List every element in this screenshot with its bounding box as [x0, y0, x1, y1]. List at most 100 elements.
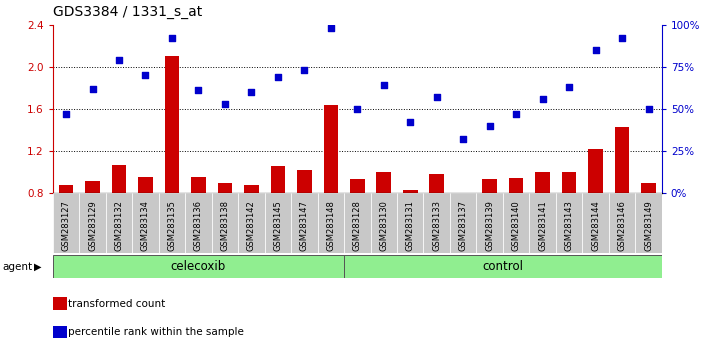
- Bar: [138, 177, 153, 193]
- Text: GSM283149: GSM283149: [644, 200, 653, 251]
- Text: GSM283140: GSM283140: [512, 200, 521, 251]
- Point: [140, 73, 151, 78]
- Text: GSM283130: GSM283130: [379, 200, 389, 251]
- Text: GSM283141: GSM283141: [538, 200, 547, 251]
- Bar: [324, 105, 338, 193]
- Text: GSM283147: GSM283147: [300, 200, 309, 251]
- Point: [458, 136, 469, 142]
- Text: GSM283129: GSM283129: [88, 200, 97, 251]
- Point: [219, 101, 230, 107]
- Bar: [589, 149, 603, 193]
- Text: GSM283142: GSM283142: [247, 200, 256, 251]
- Point: [351, 106, 363, 112]
- Bar: [477, 193, 503, 253]
- Text: GSM283148: GSM283148: [326, 200, 335, 251]
- Point: [193, 87, 204, 93]
- Bar: [509, 178, 523, 193]
- Text: ▶: ▶: [34, 262, 42, 272]
- Point: [617, 35, 628, 41]
- Bar: [270, 166, 285, 193]
- Bar: [158, 193, 185, 253]
- Bar: [53, 326, 68, 338]
- Text: GSM283137: GSM283137: [459, 200, 467, 251]
- Text: GSM283139: GSM283139: [485, 200, 494, 251]
- Text: GSM283135: GSM283135: [168, 200, 177, 251]
- Bar: [85, 181, 100, 193]
- Bar: [397, 193, 424, 253]
- Bar: [318, 193, 344, 253]
- Point: [590, 47, 601, 53]
- Bar: [350, 179, 365, 193]
- Bar: [424, 193, 450, 253]
- Bar: [53, 255, 344, 278]
- Text: GSM283144: GSM283144: [591, 200, 600, 251]
- Bar: [106, 193, 132, 253]
- Bar: [377, 172, 391, 193]
- Bar: [291, 193, 318, 253]
- Bar: [641, 183, 656, 193]
- Bar: [191, 177, 206, 193]
- Point: [405, 120, 416, 125]
- Text: celecoxib: celecoxib: [171, 260, 226, 273]
- Text: control: control: [482, 260, 523, 273]
- Point: [166, 35, 177, 41]
- Text: GSM283127: GSM283127: [61, 200, 70, 251]
- Point: [378, 82, 389, 88]
- Bar: [529, 193, 556, 253]
- Bar: [450, 193, 477, 253]
- Text: GSM283146: GSM283146: [617, 200, 627, 251]
- Bar: [615, 127, 629, 193]
- Bar: [429, 174, 444, 193]
- Bar: [132, 193, 158, 253]
- Point: [325, 25, 337, 31]
- Text: GDS3384 / 1331_s_at: GDS3384 / 1331_s_at: [53, 5, 202, 19]
- Bar: [185, 193, 212, 253]
- Bar: [344, 255, 662, 278]
- Bar: [344, 193, 370, 253]
- Text: GSM283138: GSM283138: [220, 200, 230, 251]
- Text: transformed count: transformed count: [68, 299, 165, 309]
- Point: [298, 67, 310, 73]
- Text: agent: agent: [2, 262, 32, 272]
- Bar: [562, 172, 577, 193]
- Bar: [265, 193, 291, 253]
- Point: [563, 84, 574, 90]
- Point: [643, 106, 654, 112]
- Bar: [609, 193, 635, 253]
- Bar: [635, 193, 662, 253]
- Bar: [370, 193, 397, 253]
- Bar: [244, 184, 258, 193]
- Bar: [556, 193, 582, 253]
- Point: [61, 111, 72, 117]
- Bar: [582, 193, 609, 253]
- Bar: [218, 183, 232, 193]
- Bar: [53, 297, 68, 310]
- Bar: [58, 184, 73, 193]
- Bar: [212, 193, 238, 253]
- Bar: [482, 179, 497, 193]
- Point: [113, 57, 125, 63]
- Point: [246, 89, 257, 95]
- Text: GSM283132: GSM283132: [115, 200, 123, 251]
- Bar: [80, 193, 106, 253]
- Bar: [535, 172, 550, 193]
- Bar: [297, 170, 312, 193]
- Text: GSM283131: GSM283131: [406, 200, 415, 251]
- Bar: [403, 190, 417, 193]
- Bar: [165, 56, 180, 193]
- Text: GSM283143: GSM283143: [565, 200, 574, 251]
- Text: GSM283128: GSM283128: [353, 200, 362, 251]
- Text: percentile rank within the sample: percentile rank within the sample: [68, 327, 244, 337]
- Text: GSM283134: GSM283134: [141, 200, 150, 251]
- Bar: [503, 193, 529, 253]
- Point: [510, 111, 522, 117]
- Bar: [112, 165, 126, 193]
- Text: GSM283133: GSM283133: [432, 200, 441, 251]
- Text: GSM283136: GSM283136: [194, 200, 203, 251]
- Text: GSM283145: GSM283145: [273, 200, 282, 251]
- Point: [431, 94, 442, 100]
- Bar: [238, 193, 265, 253]
- Point: [272, 74, 284, 80]
- Point: [484, 123, 496, 129]
- Point: [87, 86, 98, 92]
